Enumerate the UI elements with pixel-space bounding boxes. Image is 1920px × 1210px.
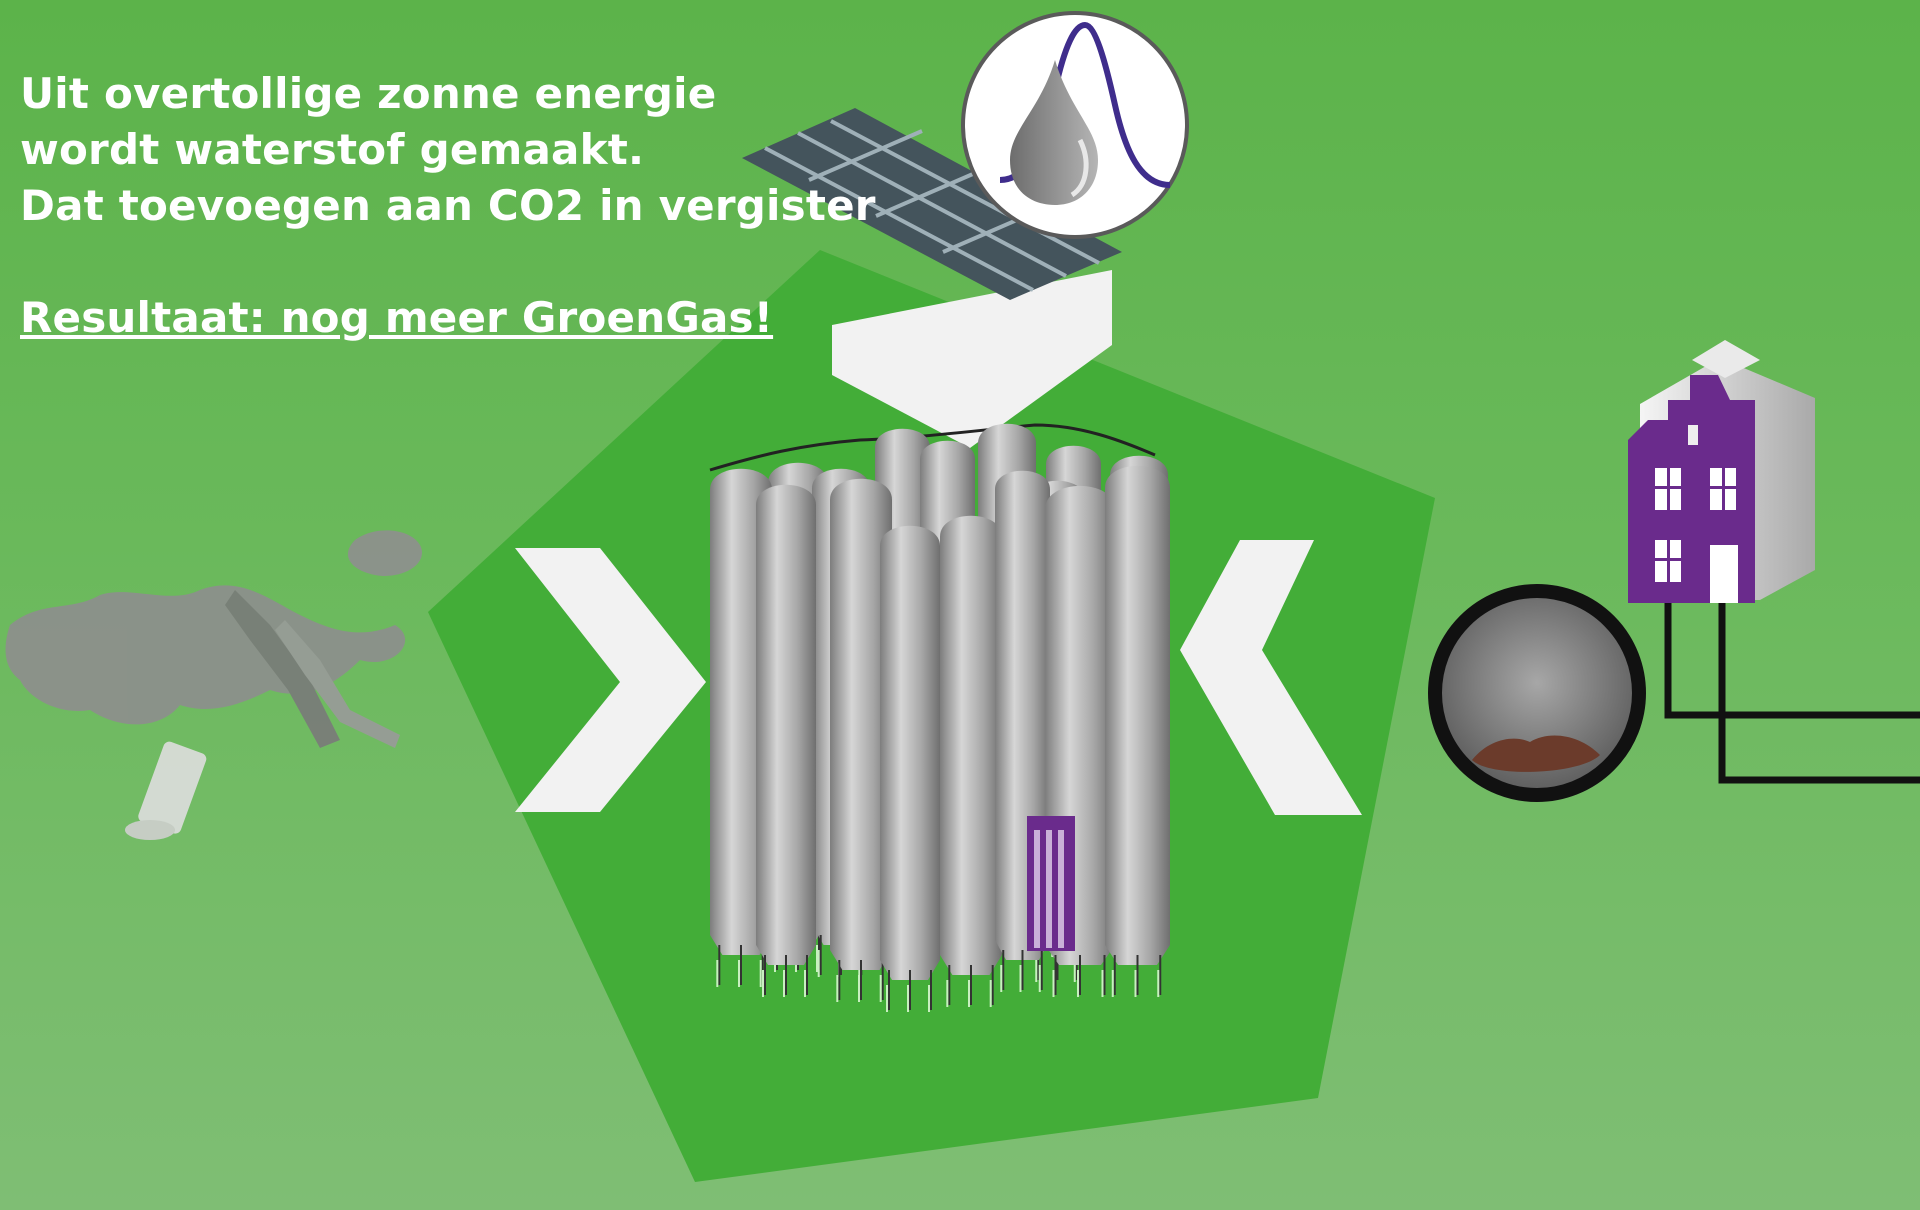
silo <box>756 484 816 997</box>
house-icon <box>1628 340 1815 603</box>
silo <box>1105 465 1170 997</box>
silo <box>830 478 892 1002</box>
gas-pipe-icon <box>1428 584 1920 802</box>
solar-panel-icon <box>742 108 1122 300</box>
input-arrow-left <box>515 548 706 812</box>
result-text: Resultaat: nog meer GroenGas! <box>20 293 774 342</box>
caption-line-1: Uit overtollige zonne energie <box>20 69 717 118</box>
silo-ladder <box>1027 816 1075 951</box>
hydrogen-droplet-icon <box>961 11 1189 239</box>
caption-line-2: wordt waterstof gemaakt. <box>20 125 645 174</box>
caption-line-3: Dat toevoegen aan CO2 in vergister <box>20 181 876 230</box>
digester-silos-icon <box>709 423 1170 1012</box>
caption: Uit overtollige zonne energie wordt wate… <box>20 66 876 346</box>
silo <box>940 515 1002 1007</box>
input-arrow-right <box>1180 540 1362 815</box>
input-arrow-top <box>832 270 1112 448</box>
waste-icon <box>5 530 422 840</box>
silos-front-row <box>710 465 1170 1012</box>
silo <box>880 525 940 1012</box>
